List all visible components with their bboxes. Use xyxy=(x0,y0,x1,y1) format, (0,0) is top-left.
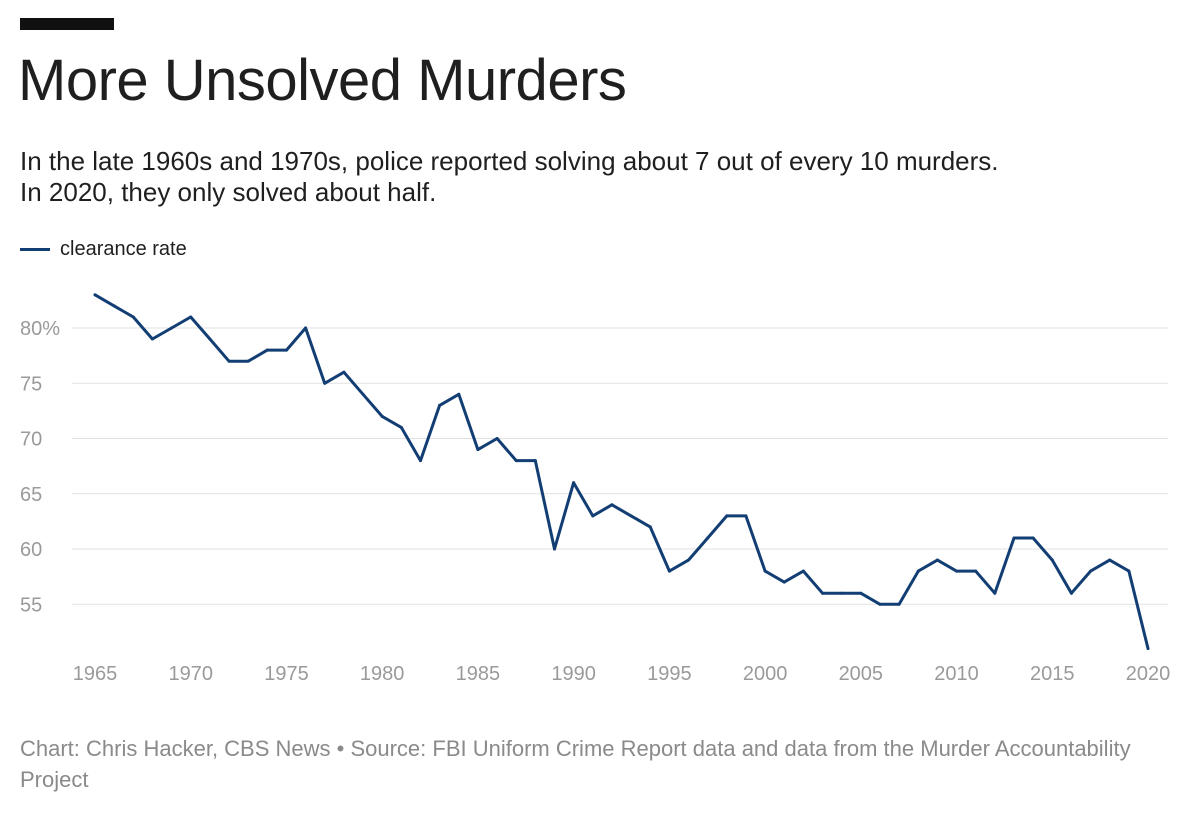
data-point-2013 xyxy=(1012,536,1016,540)
series-line-clearance-rate xyxy=(93,293,1150,650)
y-axis-tick-labels: 55 60 65 70 75 80% xyxy=(20,318,60,616)
x-tick-label: 1985 xyxy=(456,663,501,685)
data-point-1995 xyxy=(667,569,671,573)
data-point-2011 xyxy=(974,569,978,573)
data-point-1997 xyxy=(706,536,710,540)
data-point-2020 xyxy=(1146,646,1150,650)
data-point-1989 xyxy=(552,547,556,551)
data-point-2008 xyxy=(916,569,920,573)
data-point-1987 xyxy=(514,459,518,463)
x-tick-label: 2010 xyxy=(934,663,979,685)
subtitle-line-1: In the late 1960s and 1970s, police repo… xyxy=(20,146,999,176)
chart-subtitle: In the late 1960s and 1970s, police repo… xyxy=(20,146,1190,208)
data-point-1969 xyxy=(170,326,174,330)
data-point-1983 xyxy=(438,403,442,407)
y-tick-label: 75 xyxy=(20,373,42,395)
x-tick-label: 1980 xyxy=(360,663,405,685)
data-point-1970 xyxy=(189,315,193,319)
data-point-1990 xyxy=(572,481,576,485)
data-point-1972 xyxy=(227,359,231,363)
y-tick-label: 80% xyxy=(20,318,60,340)
x-tick-label: 2020 xyxy=(1126,663,1171,685)
data-point-2018 xyxy=(1108,558,1112,562)
data-point-1988 xyxy=(533,459,537,463)
data-point-1975 xyxy=(284,348,288,352)
x-tick-label: 1970 xyxy=(168,663,213,685)
data-point-1991 xyxy=(591,514,595,518)
y-tick-label: 60 xyxy=(20,539,42,561)
data-point-2019 xyxy=(1127,569,1131,573)
data-point-1999 xyxy=(744,514,748,518)
data-point-2001 xyxy=(782,580,786,584)
data-point-1998 xyxy=(725,514,729,518)
data-point-1982 xyxy=(418,459,422,463)
data-point-2016 xyxy=(1069,591,1073,595)
legend: clearance rate xyxy=(20,238,187,261)
chart-title: More Unsolved Murders xyxy=(18,48,627,113)
data-point-2000 xyxy=(763,569,767,573)
data-point-2005 xyxy=(859,591,863,595)
data-point-2015 xyxy=(1050,558,1054,562)
data-point-2012 xyxy=(993,591,997,595)
data-point-1976 xyxy=(304,326,308,330)
data-point-2003 xyxy=(821,591,825,595)
y-tick-label: 70 xyxy=(20,429,42,451)
y-tick-label: 55 xyxy=(20,594,42,616)
x-tick-label: 2000 xyxy=(743,663,788,685)
data-point-1974 xyxy=(265,348,269,352)
x-tick-label: 1975 xyxy=(264,663,309,685)
data-point-1965 xyxy=(93,293,97,297)
data-point-1967 xyxy=(131,315,135,319)
legend-swatch xyxy=(20,248,50,251)
data-point-1966 xyxy=(112,304,116,308)
data-point-1984 xyxy=(457,392,461,396)
data-point-2007 xyxy=(897,602,901,606)
data-point-1979 xyxy=(361,392,365,396)
data-point-1977 xyxy=(323,381,327,385)
data-point-1992 xyxy=(610,503,614,507)
data-point-1980 xyxy=(380,414,384,418)
data-point-2002 xyxy=(801,569,805,573)
data-point-2010 xyxy=(955,569,959,573)
x-tick-label: 1995 xyxy=(647,663,692,685)
x-tick-label: 1990 xyxy=(551,663,596,685)
gridlines xyxy=(72,327,1168,605)
source-credit: Chart: Chris Hacker, CBS News • Source: … xyxy=(20,736,1131,792)
data-point-2004 xyxy=(840,591,844,595)
data-point-1971 xyxy=(208,337,212,341)
legend-label: clearance rate xyxy=(60,238,187,260)
data-point-2014 xyxy=(1031,536,1035,540)
data-point-1996 xyxy=(687,558,691,562)
data-point-1978 xyxy=(342,370,346,374)
header-accent-bar xyxy=(20,18,114,30)
data-point-1985 xyxy=(476,448,480,452)
data-point-1968 xyxy=(150,337,154,341)
series-layer xyxy=(93,293,1150,650)
data-point-2017 xyxy=(1089,569,1093,573)
x-axis-tick-labels: 1965 1970 1975 1980 1985 1990 1995 2000 2005 2010… xyxy=(73,663,1171,685)
data-point-1986 xyxy=(495,437,499,440)
x-tick-label: 1965 xyxy=(73,663,118,685)
x-tick-label: 2015 xyxy=(1030,663,1075,685)
data-point-1981 xyxy=(399,425,403,429)
data-point-1973 xyxy=(246,359,250,363)
data-point-2009 xyxy=(935,558,939,562)
subtitle-line-2: In 2020, they only solved about half. xyxy=(20,177,437,207)
data-point-1994 xyxy=(648,525,652,529)
y-tick-label: 65 xyxy=(20,484,42,506)
x-tick-label: 2005 xyxy=(839,663,884,685)
data-point-1993 xyxy=(629,514,633,518)
data-point-2006 xyxy=(878,602,882,606)
